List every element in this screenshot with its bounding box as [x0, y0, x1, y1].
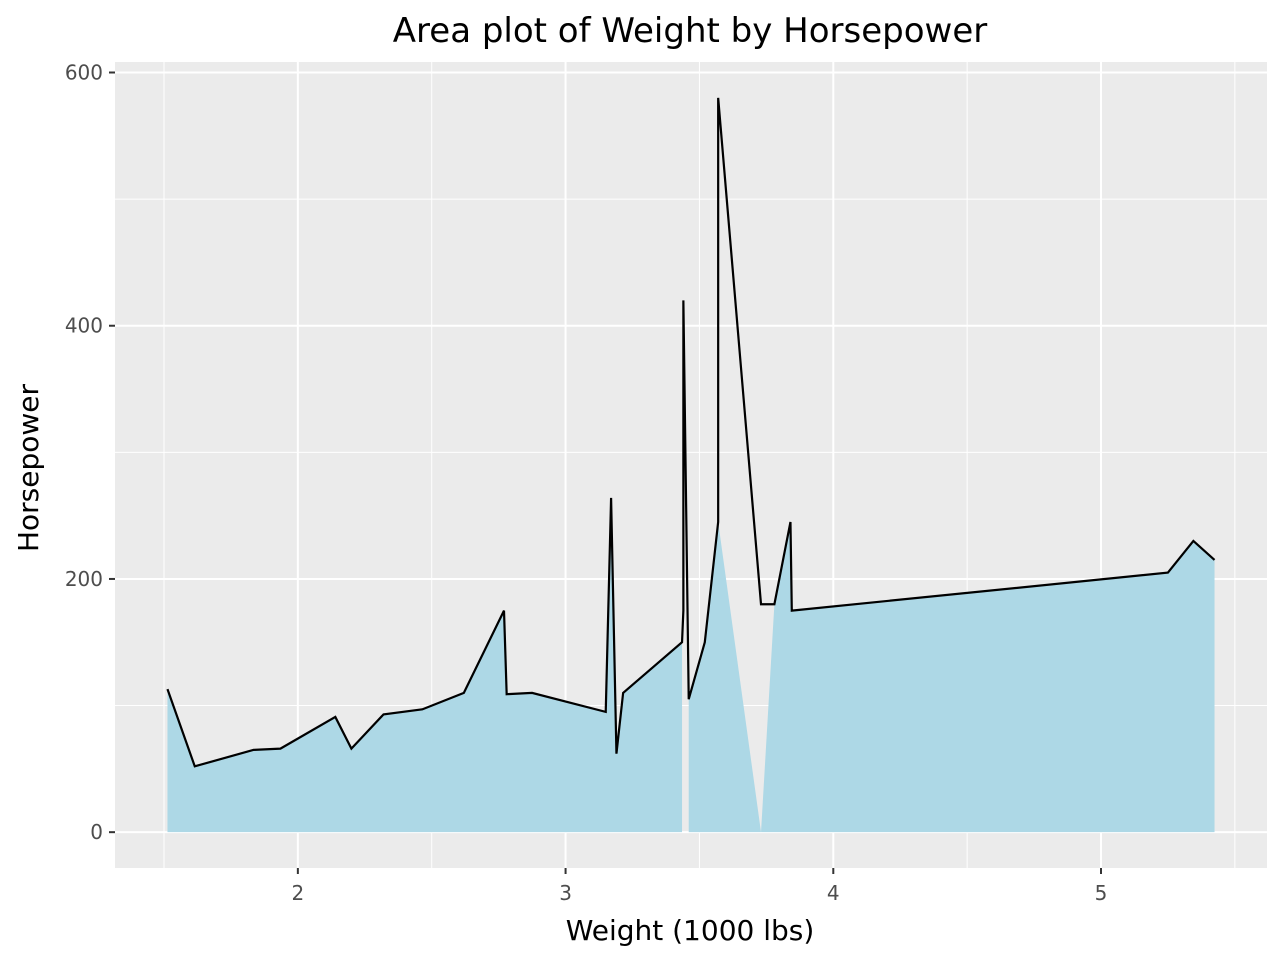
x-tick-label: 3: [559, 881, 572, 905]
series-line: [166, 97, 1216, 768]
x-axis-title: Weight (1000 lbs): [566, 914, 815, 947]
x-tick-label: 5: [1095, 881, 1108, 905]
series-line-layer: [166, 97, 1216, 768]
y-axis: 0 200 400 600: [65, 61, 115, 844]
y-axis-title: Horsepower: [12, 383, 45, 552]
x-axis: 2 3 4 5: [291, 868, 1107, 905]
y-tick-label: 600: [65, 61, 103, 85]
x-tick-label: 4: [827, 881, 840, 905]
area-fill-segment: [688, 521, 1215, 833]
area-fill-segment: [167, 497, 683, 833]
y-tick-label: 400: [65, 314, 103, 338]
chart-title: Area plot of Weight by Horsepower: [393, 11, 987, 51]
area-fill-layer: [167, 497, 1215, 833]
x-tick-label: 2: [291, 881, 304, 905]
y-tick-label: 200: [65, 567, 103, 591]
y-tick-label: 0: [90, 820, 103, 844]
